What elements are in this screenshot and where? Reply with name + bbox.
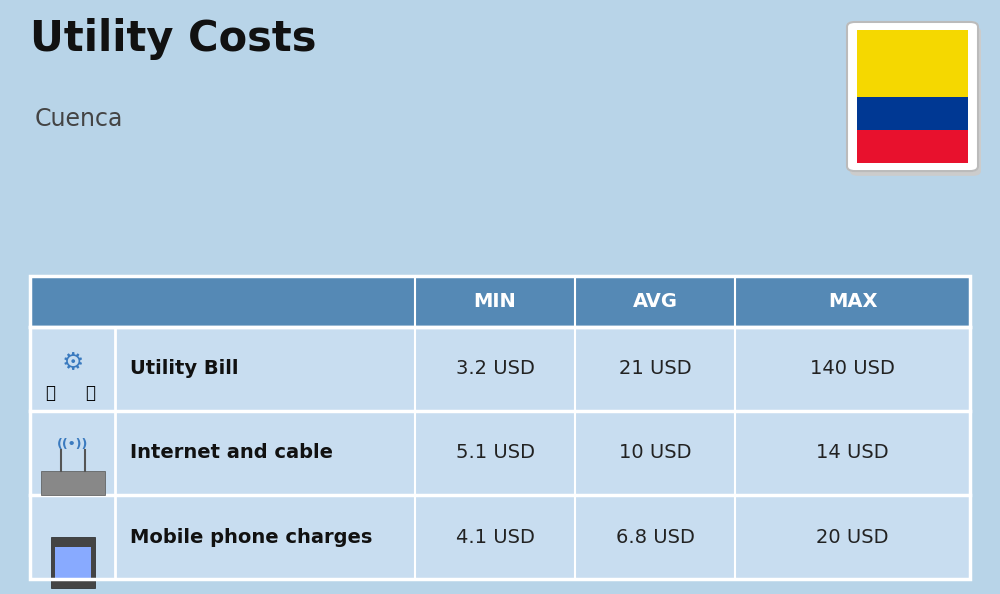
Text: AVG: AVG — [633, 292, 678, 311]
Bar — [857, 96, 968, 130]
Bar — [41, 470, 104, 494]
Bar — [55, 547, 90, 580]
Text: 20 USD: 20 USD — [816, 527, 889, 546]
Text: 140 USD: 140 USD — [810, 359, 895, 378]
Text: MIN: MIN — [474, 292, 516, 311]
Text: 14 USD: 14 USD — [816, 444, 889, 462]
FancyBboxPatch shape — [847, 22, 978, 171]
Text: 21 USD: 21 USD — [619, 359, 691, 378]
Text: MAX: MAX — [828, 292, 877, 311]
Text: 💧: 💧 — [86, 384, 96, 402]
Text: Mobile phone charges: Mobile phone charges — [130, 527, 372, 546]
Text: ⚙: ⚙ — [61, 351, 84, 375]
Text: 6.8 USD: 6.8 USD — [616, 527, 694, 546]
Text: 3.2 USD: 3.2 USD — [456, 359, 534, 378]
Bar — [51, 537, 94, 587]
Bar — [30, 276, 970, 327]
Text: Utility Bill: Utility Bill — [130, 359, 239, 378]
Text: 10 USD: 10 USD — [619, 444, 691, 462]
FancyBboxPatch shape — [850, 27, 981, 176]
Text: 4.1 USD: 4.1 USD — [456, 527, 534, 546]
Text: Utility Costs: Utility Costs — [30, 18, 316, 60]
Text: ((•)): ((•)) — [57, 438, 88, 450]
Text: Cuenca: Cuenca — [35, 107, 123, 131]
Text: 🔌: 🔌 — [46, 384, 56, 402]
Bar — [857, 130, 968, 163]
Text: 5.1 USD: 5.1 USD — [456, 444, 534, 462]
Text: Internet and cable: Internet and cable — [130, 444, 333, 462]
